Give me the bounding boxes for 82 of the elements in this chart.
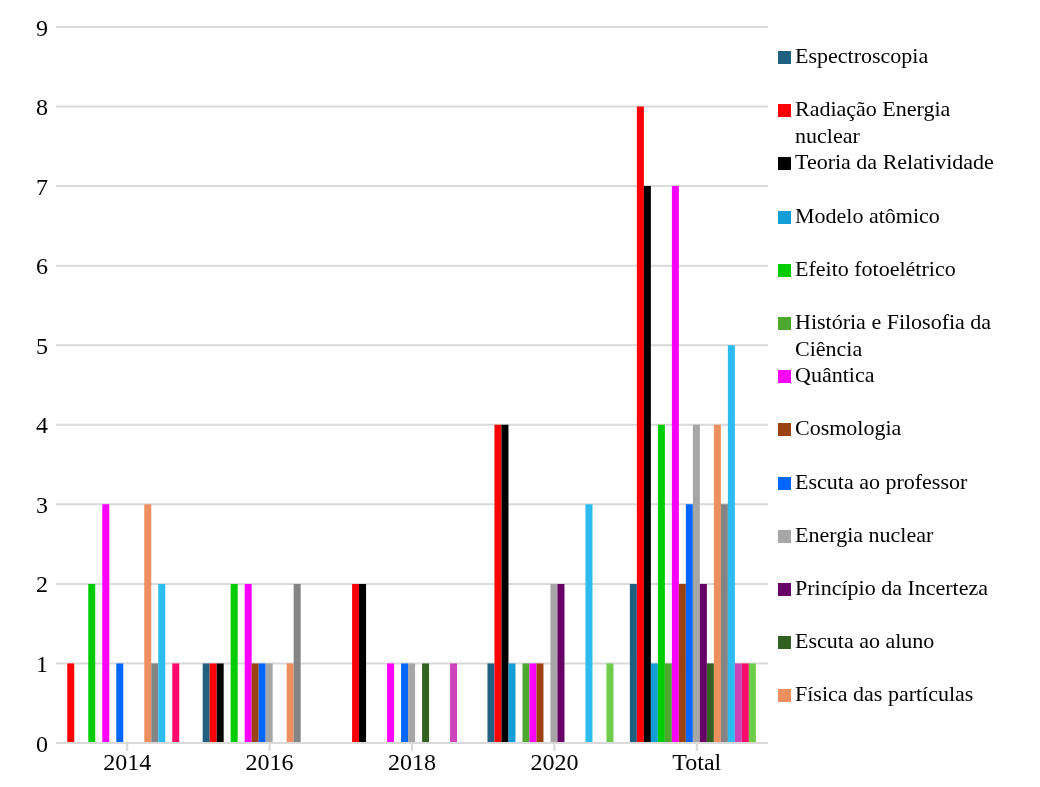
x-tick-label: 2020: [530, 749, 579, 776]
x-tick-label: Total: [672, 749, 722, 776]
bar: [720, 504, 728, 743]
bar: [102, 504, 110, 743]
bar: [265, 663, 273, 743]
bar: [522, 663, 530, 743]
legend-label: Energia nuclear: [795, 520, 934, 548]
legend-label: Cosmologia: [795, 414, 902, 442]
legend-label: Modelo atômico: [795, 201, 940, 229]
y-tick-label: 6: [36, 253, 48, 280]
legend-label: Teoria da Relatividade: [795, 148, 994, 176]
bar: [230, 583, 238, 743]
bar: [244, 583, 252, 743]
bar: [550, 583, 558, 743]
bar: [422, 663, 430, 743]
bar: [748, 663, 756, 743]
bar: [685, 504, 693, 743]
bar: [706, 663, 714, 743]
bar: [116, 663, 124, 743]
bar: [450, 663, 458, 743]
bar: [359, 583, 367, 743]
bar: [606, 663, 614, 743]
y-tick-label: 8: [36, 94, 48, 121]
y-tick-label: 1: [36, 650, 48, 677]
bar: [67, 663, 75, 743]
y-tick-label: 4: [36, 412, 48, 439]
x-tick-label: 2018: [388, 749, 436, 776]
bar: [293, 583, 301, 743]
legend-label: História e Filosofia da Ciência: [795, 307, 993, 362]
bar: [151, 663, 159, 743]
bar: [487, 663, 495, 743]
y-tick-label: 0: [36, 730, 48, 757]
bar: [158, 583, 166, 743]
y-tick-label: 9: [36, 14, 48, 41]
legend-label: Princípio da Incerteza: [795, 573, 989, 601]
legend-label: Espectroscopia: [795, 42, 929, 69]
x-tick-label: 2016: [245, 749, 294, 776]
bar: [727, 345, 735, 743]
bar: [88, 583, 96, 743]
bar: [401, 663, 409, 743]
bar: [671, 186, 679, 743]
bar: [202, 663, 210, 743]
bar: [209, 663, 217, 743]
bar: [692, 424, 700, 743]
legend-label: Quântica: [795, 361, 875, 389]
bar: [529, 663, 537, 743]
bar: [629, 583, 637, 743]
bar: [678, 583, 686, 743]
x-tick-label: 2014: [103, 749, 152, 776]
legend-label: Radiação Energia nuclear: [795, 95, 952, 150]
y-tick-label: 5: [36, 332, 48, 359]
bar: [387, 663, 395, 743]
bar: [172, 663, 180, 743]
bar: [557, 583, 565, 743]
bar: [501, 424, 509, 743]
bar: [643, 186, 651, 743]
bar: [657, 424, 665, 743]
bar: [699, 583, 707, 743]
bar: [734, 663, 742, 743]
bar: [664, 663, 672, 743]
bar: [408, 663, 416, 743]
bar: [713, 424, 721, 743]
bar: [536, 663, 544, 743]
bar: [636, 106, 644, 743]
bar: [144, 504, 152, 743]
bar: [251, 663, 259, 743]
y-tick-label: 7: [36, 173, 48, 200]
bar: [585, 504, 593, 743]
legend-label: Efeito fotoelétrico: [795, 254, 956, 282]
y-tick-label: 2: [36, 571, 48, 598]
legend-label: Física das partículas: [795, 680, 974, 708]
bar: [286, 663, 294, 743]
legend-label: Escuta ao aluno: [795, 627, 935, 655]
bar: [494, 424, 502, 743]
bar: [508, 663, 516, 743]
bar: [650, 663, 658, 743]
bar: [741, 663, 749, 743]
y-tick-label: 3: [36, 491, 48, 518]
legend-label: Escuta ao professor: [795, 467, 968, 495]
bar: [258, 663, 266, 743]
bar: [216, 663, 224, 743]
bar: [352, 583, 360, 743]
